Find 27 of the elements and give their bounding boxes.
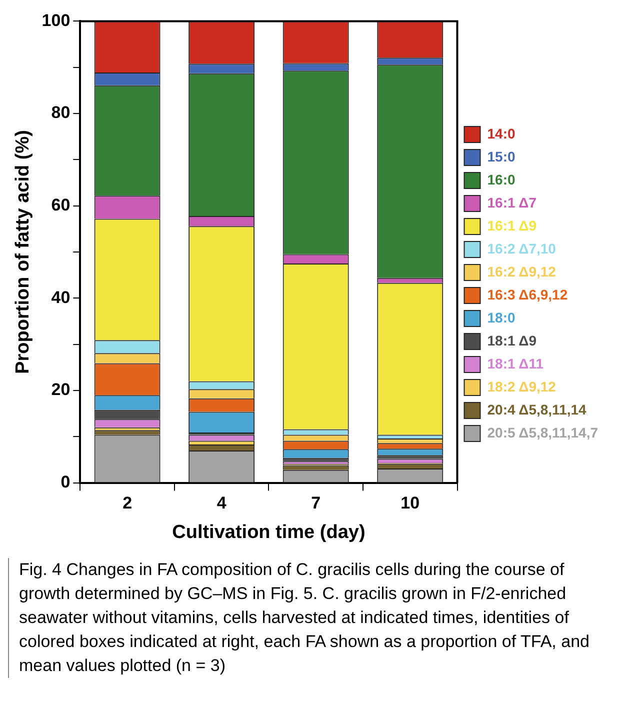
y-tick-label: 100 — [42, 10, 70, 30]
legend-label: 16:3 Δ6,9,12 — [487, 286, 568, 302]
y-axis-title: Proportion of fatty acid (%) — [12, 130, 34, 374]
legend-label: 15:0 — [487, 148, 516, 164]
y-tick-label: 20 — [51, 380, 70, 400]
legend-label: 18:1 Δ9 — [487, 332, 537, 348]
y-tick-label: 40 — [51, 288, 70, 307]
legend-label: 20:5 Δ5,8,11,14,7 — [487, 424, 598, 440]
x-tick-label: 10 — [400, 494, 420, 513]
legend-label: 18:1 Δ11 — [487, 355, 544, 372]
x-tick-label: 2 — [122, 494, 132, 513]
legend-label: 16:1 Δ9 — [487, 217, 537, 234]
legend-label: 16:2 Δ7,10 — [487, 240, 556, 256]
legend-label: 18:2 Δ9,12 — [487, 378, 556, 394]
legend-label: 20:4 Δ5,8,11,14 — [487, 401, 587, 418]
legend-label: 16:0 — [487, 171, 516, 188]
x-axis-title: Cultivation time (day) — [172, 522, 366, 543]
legend-label: 16:2 Δ9,12 — [487, 263, 556, 280]
x-tick-label: 4 — [216, 494, 227, 513]
y-tick-label: 0 — [60, 472, 70, 492]
legend-label: 18:0 — [487, 309, 516, 326]
y-tick-label: 80 — [51, 103, 70, 122]
x-tick-label: 7 — [311, 494, 321, 513]
caption: Fig. 4 Changes in FA composition of C. gracilis cells during the course of growth determined by GC–MS in Fig. 5. C. gracilis grown in F/2-enriched seawater without vitamins, cells harvested at indicated times, identities of colored boxes indicated at right, each FA shown as a proportion of TFA, and mean values plotted (n = 3) — [8, 558, 613, 678]
legend-label: 16:1 Δ7 — [487, 194, 537, 210]
legend-label: 14:0 — [487, 125, 516, 142]
y-tick-label: 60 — [51, 196, 70, 215]
